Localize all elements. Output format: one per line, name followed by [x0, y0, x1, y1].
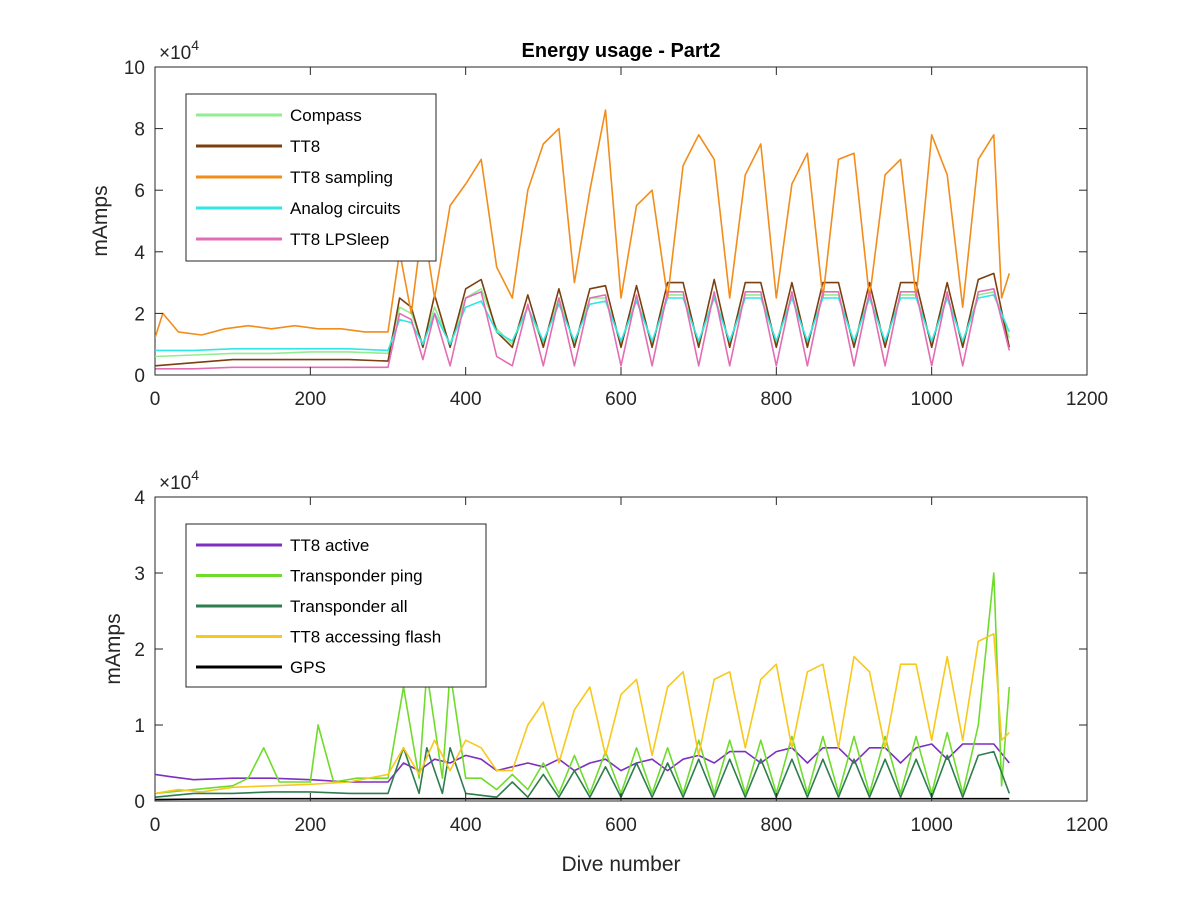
- legend-entry: Transponder all: [290, 597, 408, 616]
- legend-entry: Compass: [290, 106, 362, 125]
- legend-entry: TT8 active: [290, 536, 369, 555]
- chart-title: Energy usage - Part2: [522, 40, 721, 62]
- y-tick-label: 4: [134, 243, 145, 264]
- series-line-tt8-active: [155, 743, 1010, 783]
- y-tick-label: 0: [134, 366, 145, 387]
- y-tick-label: 8: [134, 120, 145, 141]
- y-tick-label: 4: [134, 488, 145, 509]
- x-tick-label: 600: [605, 389, 637, 410]
- y-tick-label: 2: [134, 640, 145, 661]
- y-tick-label: 6: [134, 181, 145, 202]
- legend-entry: TT8 sampling: [290, 168, 393, 187]
- x-tick-label: 800: [760, 815, 792, 836]
- series-lines: [155, 109, 1011, 370]
- legend-entry: TT8 accessing flash: [290, 628, 441, 647]
- x-axis-label: Dive number: [561, 853, 680, 876]
- x-tick-label: 200: [294, 389, 326, 410]
- plot-1: 0 200 400 600 800 1000 1200 0 2 4 6 8 10 ×104 mAmps Ene…: [89, 37, 1108, 410]
- x-tick-label: 400: [450, 815, 482, 836]
- x-tick-label: 1200: [1066, 389, 1108, 410]
- legend-box: [185, 93, 437, 262]
- x-tick-label: 1000: [911, 815, 953, 836]
- y-tick-label: 3: [134, 564, 145, 585]
- series-line-tt8-accessing-flash: [155, 633, 1010, 795]
- y-axis-label: mAmps: [102, 613, 125, 684]
- y-tick-label: 0: [134, 792, 145, 813]
- x-tick-label: 1000: [911, 389, 953, 410]
- series-line-tt8-lpsleep: [155, 288, 1011, 370]
- series-line-analog-circuits: [155, 294, 1011, 352]
- legend-entry: TT8: [290, 137, 320, 156]
- series-line-gps: [155, 797, 1010, 801]
- x-tick-label: 0: [150, 815, 161, 836]
- x-tick-label: 400: [450, 389, 482, 410]
- plot-2: 0 200 400 600 800 1000 1200 0 1 2 3 4 ×104 mAmps Dive …: [102, 467, 1108, 876]
- legend-entry: Transponder ping: [290, 567, 423, 586]
- y-exponent-label: ×104: [159, 37, 199, 64]
- y-tick-label: 10: [124, 58, 145, 79]
- legend-entry: TT8 LPSleep: [290, 230, 389, 249]
- x-tick-label: 0: [150, 389, 161, 410]
- legend: TT8 active Transponder ping Transponder al…: [185, 523, 487, 688]
- series-line-tt8-sampling: [155, 109, 1011, 339]
- series-line-transponder-all: [155, 747, 1011, 798]
- y-tick-label: 2: [134, 304, 145, 325]
- legend-entry: Analog circuits: [290, 199, 401, 218]
- y-exponent-label: ×104: [159, 467, 199, 494]
- x-tick-label: 1200: [1066, 815, 1108, 836]
- x-tick-label: 800: [760, 389, 792, 410]
- y-tick-label: 1: [134, 716, 145, 737]
- y-axis-label: mAmps: [89, 185, 112, 256]
- legend-entry: GPS: [290, 658, 326, 677]
- x-tick-label: 200: [294, 815, 326, 836]
- x-tick-label: 600: [605, 815, 637, 836]
- legend: Compass TT8 TT8 sampling Analog circuits TT8…: [185, 93, 437, 262]
